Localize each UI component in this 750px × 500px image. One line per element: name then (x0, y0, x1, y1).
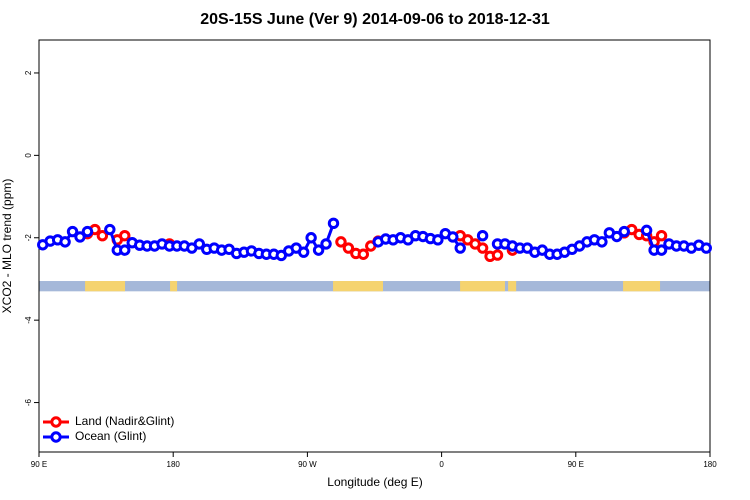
y-tick-label: -2 (24, 234, 33, 242)
data-point (611, 230, 623, 243)
x-tick-label: 0 (439, 460, 444, 469)
data-point (119, 230, 131, 242)
land-band (85, 281, 126, 292)
land-band (460, 281, 505, 292)
x-tick-label: 180 (167, 460, 181, 469)
data-point (320, 238, 332, 250)
legend-label: Land (Nadir&Glint) (75, 414, 174, 428)
y-tick-label: -6 (24, 398, 33, 406)
data-point (66, 225, 79, 238)
land-band (623, 281, 661, 292)
y-axis-label: XCO2 - MLO trend (ppm) (0, 179, 14, 314)
data-point (491, 249, 504, 261)
data-point (74, 231, 86, 243)
legend-marker (50, 416, 62, 428)
data-point (447, 231, 459, 243)
data-point (312, 244, 325, 256)
data-point (297, 246, 310, 258)
data-point (193, 238, 205, 250)
data-point (476, 230, 489, 242)
x-tick-label: 90 W (298, 460, 317, 469)
data-point (432, 234, 444, 246)
data-point (655, 230, 668, 242)
data-point (596, 236, 608, 248)
data-point (357, 248, 370, 260)
x-tick-label: 90 E (31, 460, 47, 469)
data-point (59, 236, 71, 248)
x-axis-label: Longitude (deg E) (327, 475, 422, 489)
legend-marker (50, 431, 62, 443)
data-point (700, 242, 712, 254)
chart-title: 20S-15S June (Ver 9) 2014-09-06 to 2018-… (200, 11, 550, 28)
data-point (640, 224, 653, 237)
data-point (342, 242, 355, 254)
data-point (335, 236, 347, 248)
land-band (170, 281, 178, 292)
land-band (333, 281, 383, 292)
data-point (618, 225, 630, 238)
data-point (476, 242, 489, 254)
land-band (508, 281, 517, 292)
data-point (454, 242, 466, 254)
y-tick-label: 0 (24, 153, 33, 158)
data-point (305, 232, 317, 244)
data-point (119, 244, 131, 256)
data-point (655, 244, 668, 256)
data-point (104, 223, 116, 236)
y-tick-label: 2 (24, 70, 33, 75)
data-point (327, 217, 340, 230)
legend-label: Ocean (Glint) (75, 429, 146, 443)
data-point (96, 230, 109, 242)
data-point (81, 225, 94, 238)
x-tick-label: 90 E (568, 460, 584, 469)
y-tick-label: -4 (24, 316, 33, 324)
x-tick-label: 180 (703, 460, 717, 469)
